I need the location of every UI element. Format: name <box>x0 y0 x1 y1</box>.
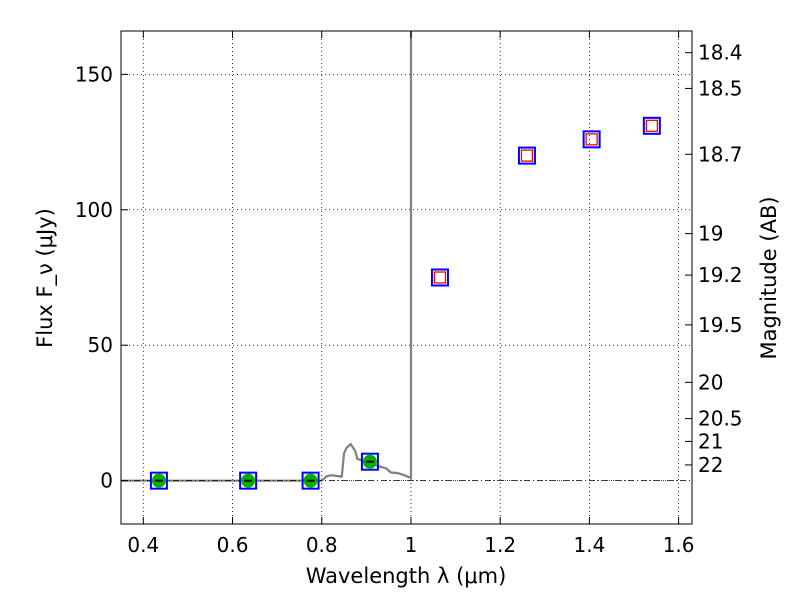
magnitude-axis-label: Magnitude (AB) <box>757 196 781 359</box>
data-point-blue-square <box>239 471 258 490</box>
model-spectrum-line <box>121 31 413 482</box>
magnitude-tick-label: 18.5 <box>698 76 743 100</box>
magnitude-tick-label: 21 <box>698 429 723 453</box>
marker-layer <box>149 116 661 490</box>
x-tick-label: 0.6 <box>217 533 249 557</box>
spectrum-layer <box>121 31 413 482</box>
magnitude-tick-label: 22 <box>698 453 723 477</box>
data-point-red-square <box>645 119 659 132</box>
x-tick-label: 1.2 <box>484 533 516 557</box>
data-point-red-square <box>585 133 598 146</box>
data-point-blue-square <box>430 268 449 287</box>
y-tick-label: 50 <box>88 333 113 357</box>
y-axis: 0 50 100 150 <box>75 62 128 493</box>
data-point-blue-square <box>149 471 168 490</box>
data-point-red-square <box>520 149 534 162</box>
plot-frame <box>120 30 693 525</box>
data-point-red-square <box>433 271 447 284</box>
data-point-blue-square <box>360 452 379 471</box>
x-tick-label: 1 <box>405 533 418 557</box>
magnitude-tick-label: 19 <box>698 222 723 246</box>
y-tick-label: 150 <box>75 62 113 86</box>
data-point-blue-square <box>517 146 536 165</box>
magnitude-tick-label: 19.2 <box>698 263 743 287</box>
y-tick-label: 0 <box>100 469 113 493</box>
magnitude-tick-label: 18.4 <box>698 41 743 65</box>
data-point-blue-square <box>301 471 320 490</box>
x-tick-label: 0.4 <box>127 533 159 557</box>
x-axis: 0.4 0.6 0.8 1 1.2 1.4 1.6 <box>127 31 695 557</box>
x-tick-label: 1.4 <box>573 533 605 557</box>
y-axis-label: Flux F_ν (μJy) <box>33 208 58 348</box>
x-axis-label: Wavelength λ (μm) <box>306 564 507 588</box>
magnitude-tick-label: 20 <box>698 370 723 394</box>
x-tick-label: 0.8 <box>306 533 338 557</box>
grid <box>121 31 692 524</box>
magnitude-tick-label: 19.5 <box>698 313 743 337</box>
data-point-blue-square <box>642 116 661 135</box>
magnitude-tick-label: 18.7 <box>698 142 743 166</box>
x-tick-label: 1.6 <box>663 533 695 557</box>
magnitude-tick-label: 20.5 <box>698 407 743 431</box>
data-point-blue-square <box>582 130 601 149</box>
y-tick-label: 100 <box>75 198 113 222</box>
